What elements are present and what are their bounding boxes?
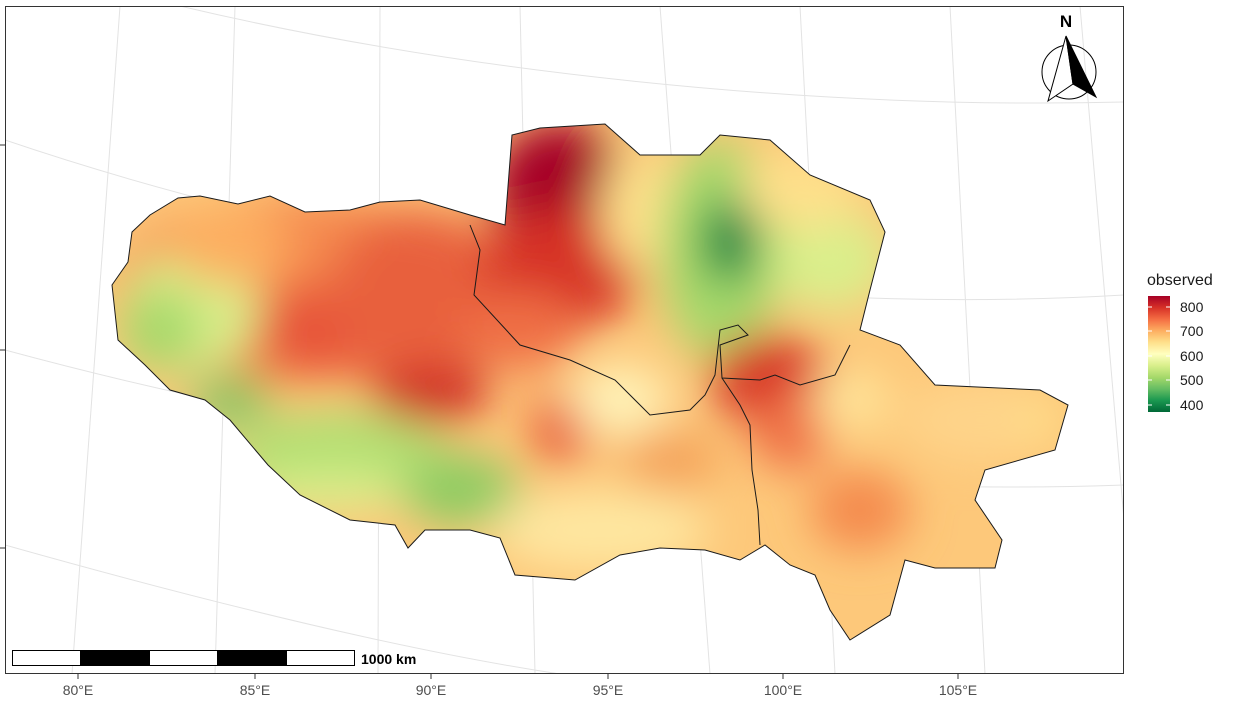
province-boundary [469, 224, 851, 416]
panel-border [5, 6, 1124, 674]
x-tick-label: 100°E [764, 682, 802, 698]
graticule-parallel [179, 6, 1124, 104]
x-tick-label: 85°E [240, 682, 271, 698]
legend-tick-label: 400 [1180, 397, 1204, 413]
scale-bar: 1000 km [12, 650, 416, 667]
province-boundary [721, 377, 761, 546]
scale-bar-label: 1000 km [361, 651, 416, 667]
legend-tick-label: 500 [1180, 372, 1204, 388]
legend-tick-label: 600 [1180, 348, 1204, 364]
x-tick-label: 90°E [416, 682, 447, 698]
legend-title: observed [1147, 272, 1213, 289]
north-arrow-right [1065, 35, 1098, 99]
north-arrow-label: N [1060, 12, 1072, 31]
admin-boundaries [111, 123, 1069, 641]
legend-tick-label: 800 [1180, 299, 1204, 315]
y-axis [0, 144, 5, 549]
hotspot-southeast [810, 470, 910, 550]
legend-tick-label: 700 [1180, 323, 1204, 339]
x-tick-label: 95°E [593, 682, 624, 698]
legend: observed 800 700 600 500 400 [1147, 272, 1213, 413]
graticule-meridian [71, 6, 121, 674]
legend-colorbar [1148, 296, 1170, 412]
x-tick-label: 105°E [939, 682, 977, 698]
graticule-parallel [5, 544, 561, 674]
north-arrow: N [1041, 12, 1098, 103]
x-axis-labels: 80°E 85°E 90°E 95°E 100°E 105°E [63, 682, 977, 698]
x-axis [77, 674, 959, 679]
x-tick-label: 80°E [63, 682, 94, 698]
